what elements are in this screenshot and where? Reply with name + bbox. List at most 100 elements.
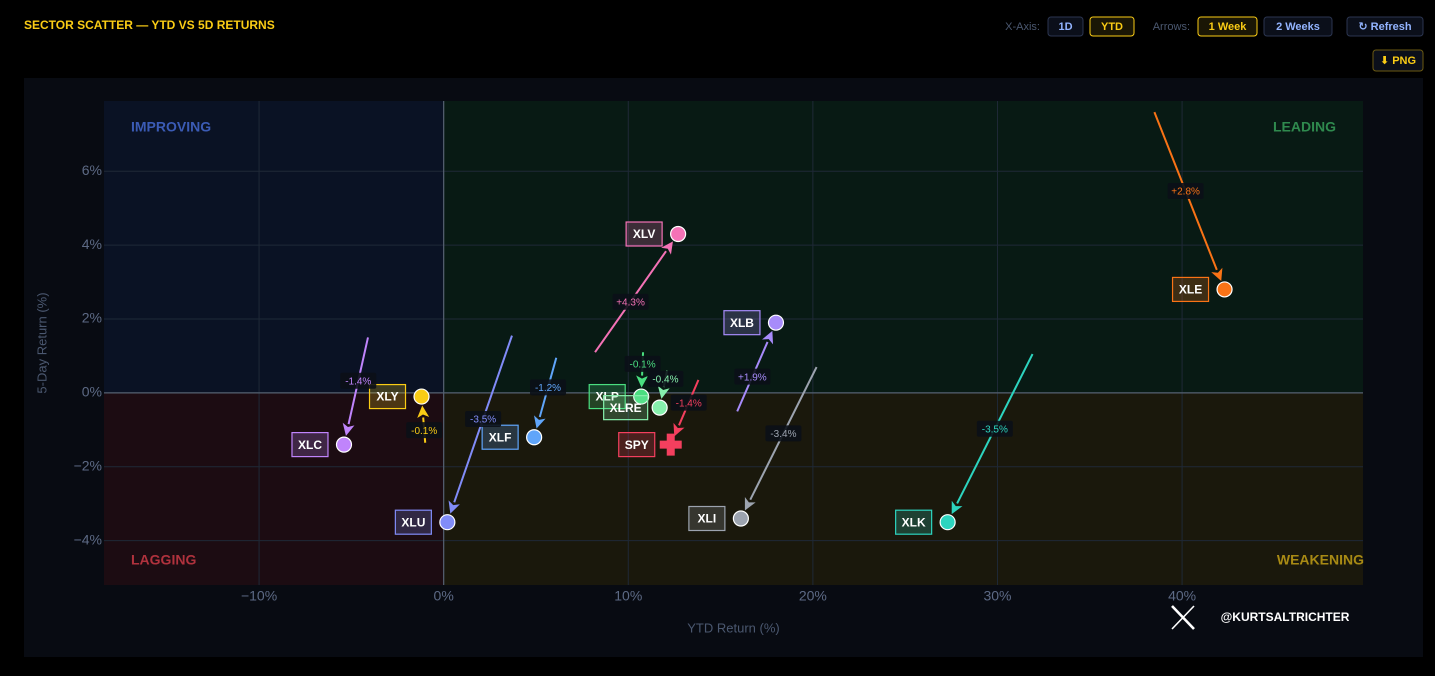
point: [651, 399, 668, 416]
value-label-bg: [340, 372, 377, 389]
ticker-label: XLY: [376, 390, 398, 404]
value-label-bg: [976, 420, 1013, 437]
x-tick-label: −10%: [241, 588, 277, 604]
arrow-head: [1211, 267, 1223, 282]
x-tick-label: 20%: [799, 588, 827, 604]
arrow-head: [661, 241, 673, 255]
quadrant: [443, 101, 1364, 393]
arrow-head: [636, 375, 649, 388]
arrow-head: [744, 497, 756, 511]
value-label: -0.4%: [652, 375, 678, 386]
ticker-label: XLB: [730, 316, 754, 330]
quadrant-label: LAGGING: [131, 552, 196, 568]
value-label: -1.2%: [535, 383, 561, 394]
value-label: +2.8%: [1171, 187, 1200, 198]
value-label-bg: [612, 293, 649, 310]
point: [659, 433, 682, 456]
ticker-label: XLV: [633, 227, 655, 241]
quadrant: [443, 392, 1364, 585]
button-label[interactable]: YTD: [1101, 21, 1123, 33]
point: [939, 514, 956, 531]
value-label-bg: [647, 370, 684, 387]
ticker-box: [618, 432, 656, 458]
value-label-bg: [465, 410, 502, 427]
x-tick-label: 40%: [1168, 588, 1196, 604]
ticker-box: [625, 221, 663, 247]
point: [413, 388, 430, 405]
button-label[interactable]: ↻ Refresh: [1358, 21, 1412, 33]
value-label-bg: [406, 422, 443, 439]
button[interactable]: [1047, 16, 1084, 37]
quadrant-label: LEADING: [1273, 119, 1336, 135]
quadrant: [104, 392, 444, 585]
ticker-box: [895, 509, 933, 535]
ticker-label: XLC: [298, 438, 322, 452]
arrow-head: [657, 385, 670, 399]
point: [633, 388, 650, 405]
value-label-bg: [670, 394, 707, 411]
button[interactable]: [1346, 16, 1424, 37]
value-label: -0.1%: [411, 426, 437, 437]
page-title: SECTOR SCATTER — YTD VS 5D RETURNS: [24, 18, 275, 32]
point: [1216, 281, 1233, 298]
value-label-bg: [734, 368, 771, 385]
ticker-box: [688, 505, 726, 532]
button-label[interactable]: 2 Weeks: [1276, 21, 1320, 33]
y-tick-label: 6%: [82, 162, 102, 178]
ticker-box: [291, 432, 329, 458]
value-label-bg: [1167, 182, 1204, 199]
ticker-box: [394, 509, 432, 535]
ticker-label: XLF: [489, 430, 512, 444]
point: [439, 514, 456, 531]
x-axis-title: YTD Return (%): [687, 620, 779, 635]
y-tick-label: 2%: [82, 310, 102, 326]
button[interactable]: [1197, 16, 1258, 37]
x-tick-label: 10%: [614, 588, 642, 604]
point: [670, 225, 687, 243]
ticker-label: XLU: [401, 515, 425, 529]
button[interactable]: [1089, 16, 1135, 37]
button-label[interactable]: 1 Week: [1209, 21, 1248, 33]
point: [335, 436, 353, 453]
value-label: -3.4%: [770, 429, 796, 440]
value-label: -1.4%: [676, 398, 702, 409]
ticker-label: XLI: [698, 512, 717, 526]
arrow-head: [533, 415, 546, 429]
quadrant-label: WEAKENING: [1277, 552, 1364, 568]
arrow-head: [762, 330, 774, 345]
value-label: +4.3%: [616, 297, 645, 308]
arrows-label: Arrows:: [1153, 21, 1190, 33]
x-tick-label: 30%: [983, 588, 1011, 604]
value-label-bg: [624, 355, 661, 372]
plot: −10% 0% 10% 20% 30% 40% −4% −2% 0% 2% 4% 6% IMPROVIN…: [34, 101, 1364, 635]
button-label[interactable]: 1D: [1058, 21, 1072, 33]
y-tick-label: −2%: [74, 457, 102, 473]
arrow-head: [448, 500, 460, 514]
value-label: -3.5%: [470, 415, 496, 426]
ticker-label: SPY: [625, 438, 649, 452]
handle: @KURTSALTRICHTER: [1221, 610, 1350, 624]
button-label[interactable]: ⬇ PNG: [1380, 55, 1416, 67]
x-axis-label: X-Axis:: [1005, 21, 1040, 33]
value-label: -1.4%: [345, 376, 371, 387]
value-label: +1.9%: [738, 372, 767, 383]
point: [767, 314, 785, 331]
ticker-box: [723, 310, 761, 336]
value-label-bg: [765, 425, 802, 442]
value-label-bg: [530, 379, 567, 396]
ticker-label: XLP: [596, 390, 619, 404]
y-tick-label: 4%: [82, 236, 102, 252]
ticker-box: [603, 395, 649, 421]
point: [526, 429, 543, 446]
quadrant: [104, 101, 444, 393]
value-label: -3.5%: [982, 424, 1008, 435]
arrow-head: [951, 500, 963, 515]
ticker-label: XLRE: [610, 401, 642, 415]
button[interactable]: [1372, 49, 1424, 72]
ticker-box: [368, 383, 407, 410]
value-label: -0.1%: [629, 360, 655, 371]
y-axis-title: 5-Day Return (%): [34, 292, 49, 393]
button[interactable]: [1263, 16, 1333, 37]
quadrant-label: IMPROVING: [131, 119, 211, 135]
